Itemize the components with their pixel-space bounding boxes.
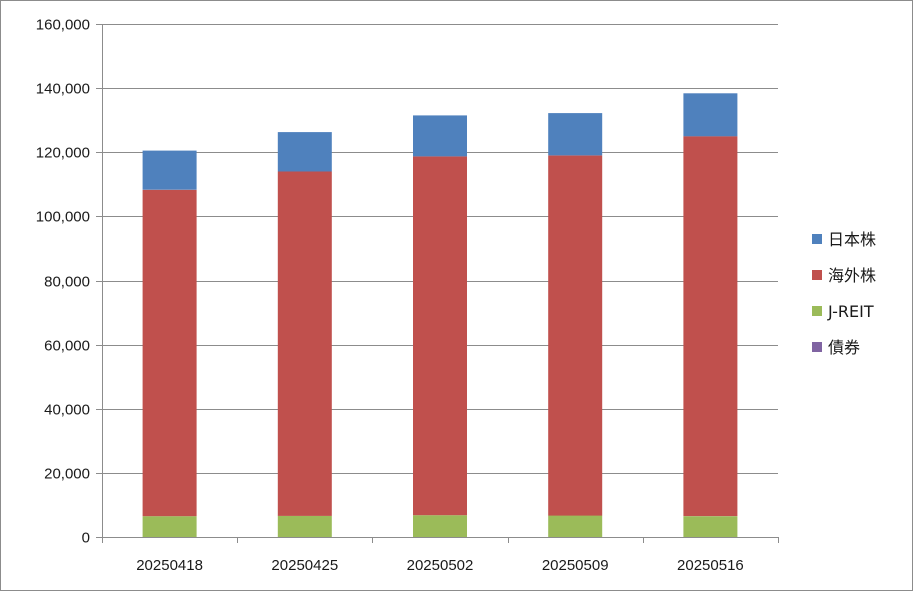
- x-tick-label: 20250516: [677, 557, 744, 574]
- y-tick-label: 60,000: [44, 338, 90, 355]
- x-tick-label: 20250509: [542, 557, 609, 574]
- legend-swatch: [812, 270, 822, 280]
- legend-swatch: [812, 306, 822, 316]
- legend-swatch: [812, 234, 822, 244]
- bar-segment: [142, 189, 197, 517]
- bar-segment: [548, 155, 603, 516]
- bar-segment: [413, 115, 467, 157]
- y-tick-label: 100,000: [36, 209, 90, 226]
- bar-segment: [683, 516, 738, 537]
- axes: [96, 24, 779, 543]
- bar-segment: [548, 515, 603, 537]
- y-tick-label: 140,000: [36, 81, 90, 98]
- x-tick-label: 20250502: [407, 557, 474, 574]
- x-tick-label: 20250425: [271, 557, 338, 574]
- y-tick-label: 120,000: [36, 145, 90, 162]
- y-tick-label: 160,000: [36, 17, 90, 34]
- y-tick-labels: 0 20,000 40,000 60,000 80,000 100,000 120,000 1…: [36, 17, 90, 547]
- bar-segment: [413, 515, 467, 537]
- legend-label: 日本株: [828, 230, 876, 249]
- legend-label: 債券: [828, 338, 860, 357]
- x-tick-labels: 20250418 20250425 20250502 20250509 20250516: [136, 557, 744, 574]
- legend-label: J-REIT: [827, 302, 874, 321]
- legend-swatch: [812, 342, 822, 352]
- legend-label: 海外株: [828, 266, 876, 285]
- y-tick-label: 20,000: [44, 466, 90, 483]
- bar-segment: [413, 156, 467, 516]
- bar-segment: [142, 150, 197, 190]
- bar-segment: [277, 515, 332, 537]
- y-tick-label: 0: [82, 530, 90, 547]
- bar-segment: [683, 93, 738, 137]
- bar-segment: [277, 132, 332, 172]
- bars: [142, 93, 738, 537]
- y-tick-label: 80,000: [44, 274, 90, 291]
- bar-segment: [548, 113, 603, 156]
- y-tick-label: 40,000: [44, 402, 90, 419]
- bar-segment: [142, 516, 197, 537]
- bar-segment: [277, 171, 332, 516]
- x-tick-label: 20250418: [136, 557, 203, 574]
- bar-segment: [683, 136, 738, 517]
